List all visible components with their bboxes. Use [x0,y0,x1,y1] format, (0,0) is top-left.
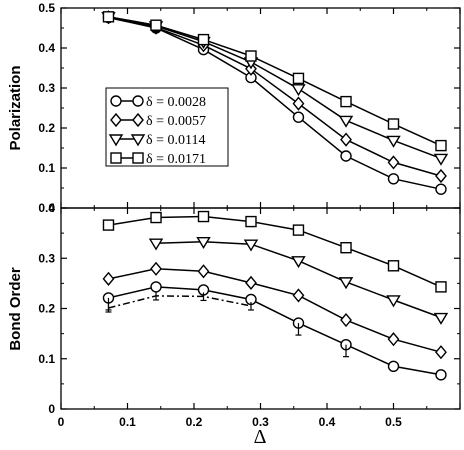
bottom-series-0-point [387,360,400,372]
top-ytick-label: 0 [48,201,55,215]
bottom-series-3-point [102,219,115,231]
legend-marker-1 [132,112,144,128]
top-series-0-point [387,173,400,185]
bottom-xtick-label: 0.2 [186,415,203,429]
top-series-0-point [292,111,305,123]
top-series-1-line [108,16,442,177]
top-series-1-point [292,96,305,111]
legend-marker-0 [110,95,122,107]
bottom-series-2-point [433,312,449,325]
bottom-series-1-point [340,312,352,328]
legend-label-1: δ = 0.0057 [146,114,206,129]
bottom-series-4-line [108,295,252,309]
top-series-2-line [108,16,442,160]
bottom-series-3-point [197,210,210,223]
bottom-ytick-label: 0.2 [38,302,55,316]
top-series-2-point [433,153,449,166]
bottom-series-2-point [338,277,354,290]
top-series-3-point [387,118,400,130]
bottom-axis-ticks: 00.10.20.30.40 0.1 0.2 0.3 0.4 0.5 [38,201,461,429]
bottom-ylabel: Bond Order [7,267,24,350]
top-series-3-point [340,95,352,108]
top-series-3-point [245,50,257,62]
bottom-plot-frame [60,207,461,410]
legend-label-3: δ = 0.0171 [146,152,206,167]
top-ytick-label: 0.5 [38,1,55,15]
bottom-series-1-point [292,288,305,303]
legend: δ = 0.0028 δ = 0.0057 δ = 0.0114 δ = 0.0171 [105,87,229,167]
top-ytick-label: 0.2 [38,121,55,135]
legend-marker-0 [132,95,144,107]
legend-label-2: δ = 0.0114 [146,133,205,148]
top-series-0-point [340,150,352,162]
bottom-series-2-point [148,238,164,251]
bottom-series-3-point [387,260,400,272]
legend-marker-2 [108,134,124,147]
top-series-0-line [108,16,442,190]
bottom-series-1-point [102,271,115,286]
top-ytick-label: 0.4 [38,41,55,55]
top-series-1-point [435,168,447,184]
bottom-ytick-label: 0.3 [38,251,55,265]
legend-marker-1 [110,112,122,128]
top-series-3-point [197,33,210,46]
top-series-0-point [435,183,447,195]
top-ylabel: Polarization [7,65,24,150]
top-ytick-label: 0.3 [38,81,55,95]
bottom-series-1-point [245,275,257,290]
bottom-series-2-point [243,239,259,252]
bottom-series-2-line [155,240,442,319]
bottom-series-1-point [197,264,210,279]
bottom-series-0-line [108,286,442,376]
top-series-3-point [150,19,162,31]
bottom-series-3-point [292,224,305,236]
top-series-3-line [108,16,442,147]
bottom-series-group [102,210,449,381]
bottom-xlabel: Δ [254,426,267,448]
bottom-series-3-line [108,215,442,288]
bottom-xtick-label: 0.1 [119,415,136,429]
legend-marker-2 [130,134,146,147]
top-series-3-point [292,72,305,85]
bottom-series-1-point [150,261,162,276]
top-series-3-point [102,11,115,23]
bottom-series-1-line [108,268,442,353]
top-series-2-point [291,84,306,97]
bottom-series-3-point [245,215,257,228]
bottom-series-3-point [150,211,162,224]
bottom-series-1-point [435,345,447,360]
bottom-ytick-label: 0.1 [38,352,55,366]
bottom-xtick-label: 0.3 [252,415,269,429]
bottom-series-2-point [291,256,306,269]
bottom-ytick-label: 0 [48,402,55,416]
bottom-series-1-point [387,332,400,347]
top-series-1-point [340,132,352,147]
top-series-3-point [435,139,447,152]
bottom-xtick-label: 0 [58,415,65,429]
legend-marker-3 [132,152,144,164]
top-series-1-point [387,155,400,170]
legend-label-0: δ = 0.0028 [146,95,206,110]
bottom-xtick-label: 0.4 [319,415,336,429]
legend-marker-3 [110,152,122,164]
bottom-series-0-point [435,369,447,381]
bottom-series-2-point [196,236,211,250]
top-series-2-point [338,115,354,128]
bottom-series-2-point [386,295,401,308]
bottom-series-3-point [435,281,447,293]
top-series-2-point [386,135,401,148]
top-axis-ticks: 0 0.1 0.2 0.3 0.4 0.5 [38,1,461,215]
bottom-xtick-label: 0.5 [385,415,402,429]
bottom-series-3-point [340,241,352,254]
bottom-series-0-point [150,281,162,293]
top-series-group [101,10,449,195]
bottom-ytick-label: 0.4 [38,201,55,215]
top-ytick-label: 0.1 [38,161,55,175]
